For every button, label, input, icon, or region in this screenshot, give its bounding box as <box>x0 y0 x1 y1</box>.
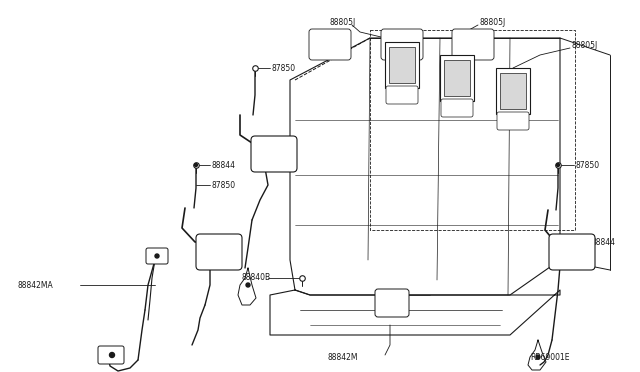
Text: 88805J: 88805J <box>330 17 356 26</box>
FancyBboxPatch shape <box>441 99 473 117</box>
FancyBboxPatch shape <box>98 346 124 364</box>
FancyBboxPatch shape <box>375 289 409 317</box>
Bar <box>389 47 415 83</box>
FancyBboxPatch shape <box>381 29 423 60</box>
Text: RB69001E: RB69001E <box>530 353 570 362</box>
FancyBboxPatch shape <box>251 136 297 172</box>
Bar <box>440 55 474 101</box>
FancyBboxPatch shape <box>196 234 242 270</box>
Text: 88844: 88844 <box>592 237 616 247</box>
FancyBboxPatch shape <box>386 86 418 104</box>
Bar <box>444 60 470 96</box>
Bar <box>385 42 419 88</box>
Text: 87850: 87850 <box>212 180 236 189</box>
Circle shape <box>557 164 559 167</box>
Circle shape <box>246 283 250 287</box>
Circle shape <box>195 164 198 167</box>
Text: 88844: 88844 <box>212 160 236 170</box>
FancyBboxPatch shape <box>309 29 351 60</box>
Bar <box>500 73 526 109</box>
Circle shape <box>109 353 115 357</box>
Text: 88805J: 88805J <box>480 17 506 26</box>
FancyBboxPatch shape <box>497 112 529 130</box>
Bar <box>496 68 530 114</box>
Circle shape <box>536 355 540 359</box>
FancyBboxPatch shape <box>549 234 595 270</box>
Text: 88842M: 88842M <box>328 353 358 362</box>
Circle shape <box>155 254 159 258</box>
Bar <box>370 30 575 230</box>
FancyBboxPatch shape <box>146 248 168 264</box>
Text: 88842MA: 88842MA <box>18 280 54 289</box>
Text: 88805J: 88805J <box>572 41 598 49</box>
FancyBboxPatch shape <box>452 29 494 60</box>
Text: 87850: 87850 <box>576 160 600 170</box>
Text: 88840B: 88840B <box>242 273 271 282</box>
Text: 87850: 87850 <box>272 64 296 73</box>
